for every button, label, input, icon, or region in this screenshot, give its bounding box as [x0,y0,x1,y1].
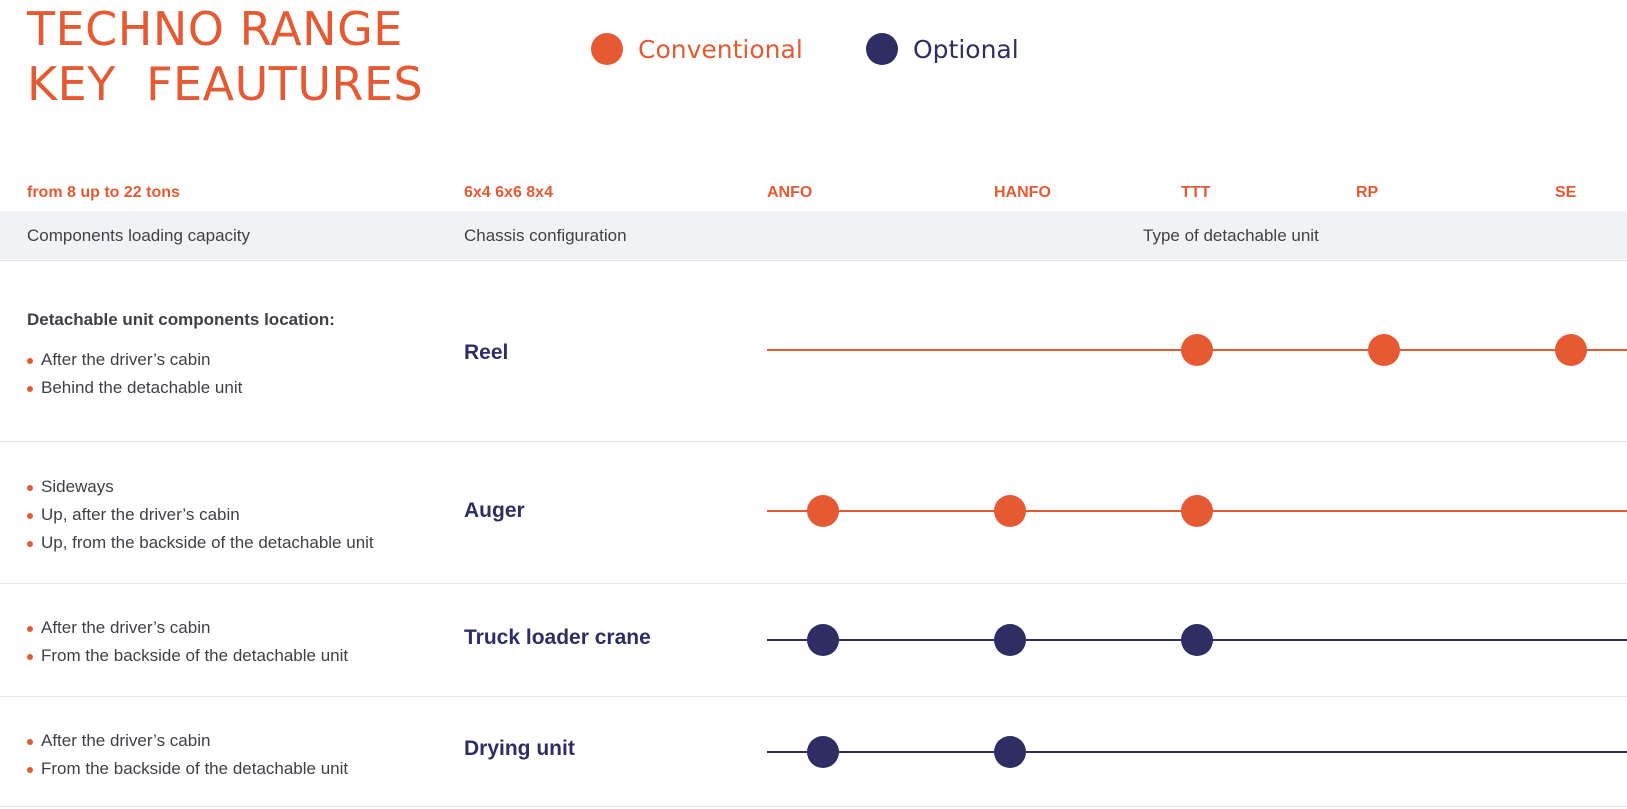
component-name: Drying unit [464,737,575,760]
component-name: Truck loader crane [464,626,651,649]
row-divider [0,696,1627,697]
feature-row: After the driver’s cabin From the backsid… [0,696,1627,809]
availability-dot-anfo [807,495,839,527]
availability-dot-se [1555,334,1587,366]
location-item: Behind the detachable unit [27,374,242,402]
legend-optional: Optional [866,31,1019,67]
location-item: From the backside of the detachable unit [27,642,348,670]
unit-type-rp: RP [1356,184,1379,201]
unit-type-se: SE [1555,184,1577,201]
location-item: After the driver’s cabin [27,346,242,374]
availability-dot-hanfo [994,495,1026,527]
row-divider [0,260,1627,261]
location-item: From the backside of the detachable unit [27,755,348,783]
legend-conventional: Conventional [591,31,803,67]
availability-dot-anfo [807,624,839,656]
feature-row: Detachable unit components location: Afte… [0,260,1627,441]
availability-dot-hanfo [994,736,1026,768]
availability-dot-anfo [807,736,839,768]
component-name: Reel [464,341,509,364]
legend-conventional-label: Conventional [638,34,803,64]
subheader-chassis: Chassis configuration [464,226,627,245]
optional-dot-icon [866,33,898,65]
chassis-value: 6x4 6x6 8x4 [464,184,553,201]
location-item: After the driver’s cabin [27,727,348,755]
page-title: TECHNO RANGE KEY FEAUTURES [27,2,423,112]
unit-type-ttt: TTT [1181,184,1211,201]
title-line-1: TECHNO RANGE [27,2,403,56]
location-list: After the driver’s cabin From the backsid… [27,727,348,783]
availability-dot-ttt [1181,334,1213,366]
conventional-dot-icon [591,33,623,65]
location-item: Up, after the driver’s cabin [27,501,374,529]
availability-dot-ttt [1181,495,1213,527]
title-line-2: KEY FEAUTURES [27,57,424,111]
feature-row: After the driver’s cabin From the backsid… [0,583,1627,696]
subheader-unit-type: Type of detachable unit [1143,226,1319,245]
location-list: Sideways Up, after the driver’s cabin Up, … [27,473,374,557]
row-divider [0,441,1627,442]
unit-type-hanfo: HANFO [994,184,1051,201]
component-name: Auger [464,499,525,522]
availability-dot-hanfo [994,624,1026,656]
column-subheader: Components loading capacity Chassis conf… [0,211,1627,259]
subheader-capacity: Components loading capacity [27,226,251,245]
capacity-value: from 8 up to 22 tons [27,184,180,201]
row-intro: Detachable unit components location: [27,310,335,329]
availability-line [767,751,1627,753]
feature-row: Sideways Up, after the driver’s cabin Up, … [0,441,1627,583]
location-item: Up, from the backside of the detachable … [27,529,374,557]
row-divider [0,583,1627,584]
location-item: Sideways [27,473,374,501]
location-list: After the driver’s cabin From the backsid… [27,614,348,670]
location-item: After the driver’s cabin [27,614,348,642]
availability-dot-rp [1368,334,1400,366]
availability-dot-ttt [1181,624,1213,656]
unit-type-anfo: ANFO [767,184,813,201]
location-list: After the driver’s cabin Behind the detac… [27,346,242,402]
row-divider [0,806,1627,807]
legend-optional-label: Optional [913,34,1019,64]
